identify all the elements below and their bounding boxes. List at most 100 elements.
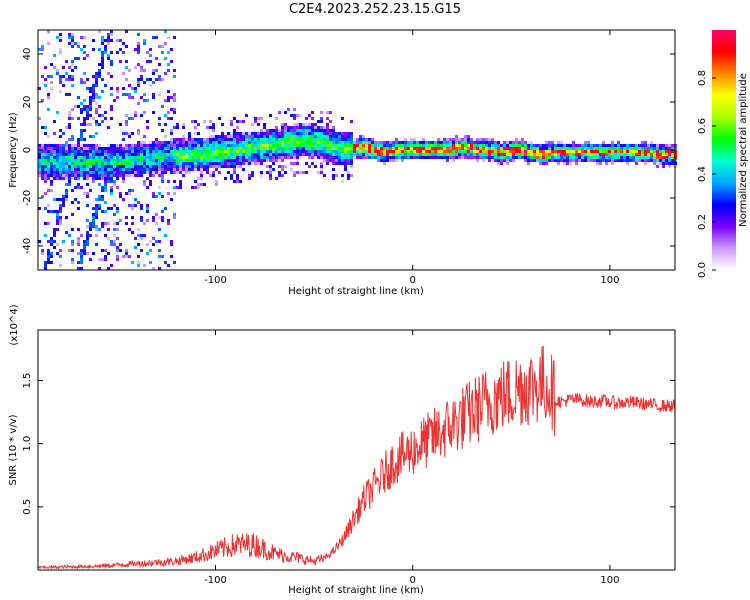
- spectrogram-cell: [62, 165, 65, 168]
- spectrogram-cell: [125, 165, 128, 168]
- spectrogram-cell: [467, 138, 470, 141]
- spectrogram-cell: [263, 129, 266, 132]
- spectrogram-cell: [107, 177, 110, 180]
- spectrogram-cell: [671, 150, 674, 153]
- spectrogram-cell: [494, 159, 497, 162]
- spectrogram-cell: [509, 159, 512, 162]
- spectrogram-cell: [278, 156, 281, 159]
- spectrogram-cell: [173, 186, 176, 189]
- spectrogram-cell: [104, 210, 107, 213]
- spectrogram-cell: [110, 156, 113, 159]
- spectrogram-cell: [563, 153, 566, 156]
- spectrogram-cell: [281, 150, 284, 153]
- spectrogram-cell: [311, 144, 314, 147]
- snr-x-label: Height of straight line (km): [288, 585, 424, 596]
- spectrogram-cell: [329, 159, 332, 162]
- spectrogram-cell: [275, 150, 278, 153]
- spectrogram-cell: [86, 105, 89, 108]
- spectrogram-cell: [341, 117, 344, 120]
- spectrogram-cell: [296, 132, 299, 135]
- spectrogram-cell: [533, 147, 536, 150]
- spectrogram-cell: [86, 204, 89, 207]
- spectrogram-cell: [59, 144, 62, 147]
- spectrogram-cell: [77, 252, 80, 255]
- spectrogram-cell: [53, 150, 56, 153]
- spectrogram-cell: [101, 114, 104, 117]
- spectrogram-cell: [653, 159, 656, 162]
- spectrogram-cell: [296, 162, 299, 165]
- spectrogram-cell: [512, 147, 515, 150]
- spectrogram-cell: [134, 111, 137, 114]
- spectrogram-cell: [617, 147, 620, 150]
- spectrogram-cell: [413, 153, 416, 156]
- spectrogram-cell: [455, 147, 458, 150]
- spectrogram-cell: [254, 138, 257, 141]
- spectrogram-cell: [125, 120, 128, 123]
- spectrogram-cell: [641, 159, 644, 162]
- spectrogram-cell: [284, 153, 287, 156]
- spectrogram-cell: [170, 171, 173, 174]
- spectrogram-cell: [644, 150, 647, 153]
- spectrogram-cell: [374, 150, 377, 153]
- spectrogram-cell: [269, 129, 272, 132]
- spectrogram-cell: [377, 141, 380, 144]
- spectrogram-cell: [515, 144, 518, 147]
- spectrogram-cell: [62, 201, 65, 204]
- spectrogram-cell: [155, 69, 158, 72]
- spectrogram-cell: [113, 243, 116, 246]
- spectrogram-cell: [602, 144, 605, 147]
- spectrogram-cell: [131, 174, 134, 177]
- spectrogram-cell: [461, 156, 464, 159]
- spectrogram-cell: [50, 81, 53, 84]
- spectrogram-cell: [284, 141, 287, 144]
- spectrogram-cell: [368, 156, 371, 159]
- spectrogram-cell: [632, 144, 635, 147]
- spectrogram-cell: [173, 165, 176, 168]
- spectrogram-cell: [326, 135, 329, 138]
- x-tick-label: -100: [204, 575, 227, 586]
- spectrogram-cell: [632, 150, 635, 153]
- spectrogram-cell: [434, 144, 437, 147]
- spectrogram-cell: [212, 150, 215, 153]
- spectrogram-cell: [479, 153, 482, 156]
- spectrogram-cell: [95, 210, 98, 213]
- spectrogram-cell: [383, 147, 386, 150]
- spectrogram-cell: [80, 123, 83, 126]
- spectrogram-cell: [428, 156, 431, 159]
- spectrogram-cell: [356, 156, 359, 159]
- spectrogram-cell: [530, 159, 533, 162]
- spectrogram-cell: [107, 147, 110, 150]
- spectrogram-cell: [77, 240, 80, 243]
- spectrogram-cell: [590, 156, 593, 159]
- spectrogram-cell: [89, 258, 92, 261]
- spectrogram-cell: [86, 237, 89, 240]
- spectrogram-cell: [527, 159, 530, 162]
- spectrogram-cell: [251, 123, 254, 126]
- spectrogram-cell: [59, 81, 62, 84]
- spectrogram-cell: [179, 180, 182, 183]
- spectrogram-cell: [125, 174, 128, 177]
- spectrogram-cell: [59, 165, 62, 168]
- spectrogram-cell: [662, 165, 665, 168]
- spectrogram-cell: [182, 162, 185, 165]
- spectrogram-cell: [146, 51, 149, 54]
- spectrogram-cell: [188, 165, 191, 168]
- spectrogram-cell: [119, 159, 122, 162]
- spectrogram-cell: [161, 51, 164, 54]
- spectrogram-cell: [569, 147, 572, 150]
- spectrogram-cell: [98, 165, 101, 168]
- spectrogram-cell: [131, 132, 134, 135]
- spectrogram-cell: [275, 159, 278, 162]
- spectrogram-cell: [272, 129, 275, 132]
- spectrogram-cell: [65, 93, 68, 96]
- spectrogram-cell: [458, 144, 461, 147]
- spectrogram-cell: [644, 141, 647, 144]
- spectrogram-cell: [506, 147, 509, 150]
- spectrogram-cell: [464, 156, 467, 159]
- spectrogram-cell: [263, 153, 266, 156]
- spectrogram-cell: [101, 165, 104, 168]
- spectrogram-cell: [242, 141, 245, 144]
- spectrogram-cell: [512, 153, 515, 156]
- spectrogram-cell: [341, 147, 344, 150]
- spectrogram-cell: [374, 144, 377, 147]
